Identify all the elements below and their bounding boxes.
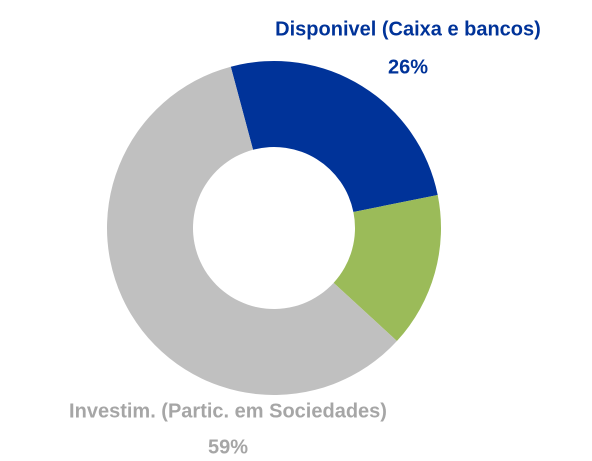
donut-slice: [333, 194, 441, 342]
slice-label: Investim. (Partic. em Sociedades): [69, 400, 387, 422]
slice-label: Disponivel (Caixa e bancos): [275, 18, 541, 40]
slice-value-label: 26%: [388, 56, 428, 78]
donut-slice: [107, 66, 397, 396]
donut-slice: [230, 61, 438, 212]
slice-value-label: 59%: [208, 436, 248, 458]
